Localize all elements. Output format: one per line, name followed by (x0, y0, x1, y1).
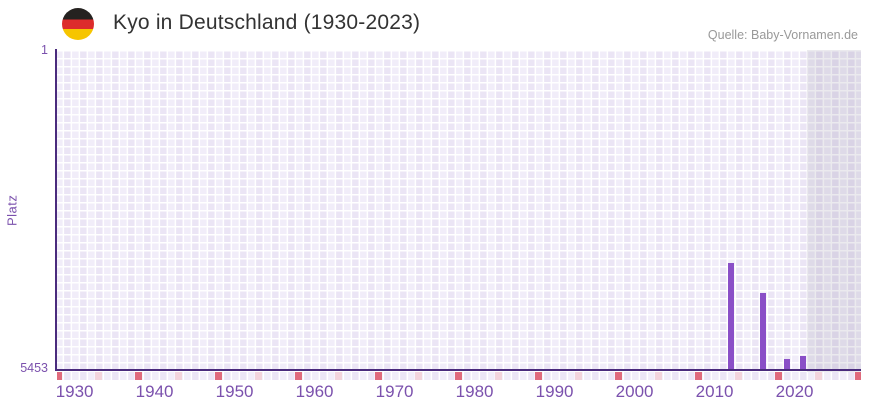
y-axis-bottom-tick: 5453 (20, 361, 48, 375)
axis-marker-light-1983 (495, 372, 503, 380)
axis-marker-dark-1938 (135, 372, 143, 380)
axis-marker-dark-1948 (215, 372, 223, 380)
bar-2021[interactable] (799, 355, 806, 370)
axis-marker-dark-1998 (615, 372, 623, 380)
y-axis-line (55, 49, 57, 371)
x-tick-label-1950: 1950 (215, 382, 254, 401)
y-axis-top-tick: 1 (41, 43, 48, 57)
germany-flag-icon (62, 8, 94, 40)
axis-marker-light-2013 (735, 372, 743, 380)
x-axis-tick-labels: 1930 1940 1950 1960 1970 1980 1990 2000 2010 2020 (56, 382, 861, 406)
plot-area (57, 50, 861, 370)
axis-marker-row (57, 372, 861, 380)
axis-marker-dark-1988 (535, 372, 543, 380)
recent-years-highlight (806, 50, 861, 380)
x-tick-label-1980: 1980 (455, 382, 494, 401)
axis-marker-light-1993 (575, 372, 583, 380)
x-tick-label-1930: 1930 (55, 382, 94, 401)
axis-marker-dark-2028 (855, 372, 861, 380)
axis-marker-light-1943 (175, 372, 183, 380)
axis-marker-light-2003 (655, 372, 663, 380)
axis-marker-dark-1958 (295, 372, 303, 380)
source-attribution: Quelle: Baby-Vornamen.de (707, 28, 858, 42)
axis-marker-light-1933 (95, 372, 103, 380)
chart-title: Kyo in Deutschland (1930-2023) (113, 11, 421, 34)
bar-2012[interactable] (727, 262, 734, 370)
x-tick-label-1940: 1940 (135, 382, 174, 401)
axis-marker-dark-1978 (455, 372, 463, 380)
axis-marker-dark-1968 (375, 372, 383, 380)
y-axis-title: Platz (4, 194, 20, 226)
x-tick-label-2020: 2020 (775, 382, 814, 401)
axis-marker-light-2023 (815, 372, 823, 380)
x-tick-label-1960: 1960 (295, 382, 334, 401)
axis-marker-dark-2018 (775, 372, 783, 380)
bar-2016[interactable] (759, 293, 766, 370)
x-tick-label-2000: 2000 (615, 382, 654, 401)
axis-marker-light-1973 (415, 372, 423, 380)
x-tick-label-1970: 1970 (375, 382, 414, 401)
x-tick-label-2010: 2010 (695, 382, 734, 401)
axis-marker-light-1953 (255, 372, 263, 380)
bar-2019[interactable] (783, 358, 790, 370)
x-tick-label-1990: 1990 (535, 382, 574, 401)
axis-marker-dark-2008 (695, 372, 703, 380)
axis-marker-light-1963 (335, 372, 343, 380)
axis-marker-dark-1928 (57, 372, 63, 380)
x-axis-line (55, 369, 861, 371)
